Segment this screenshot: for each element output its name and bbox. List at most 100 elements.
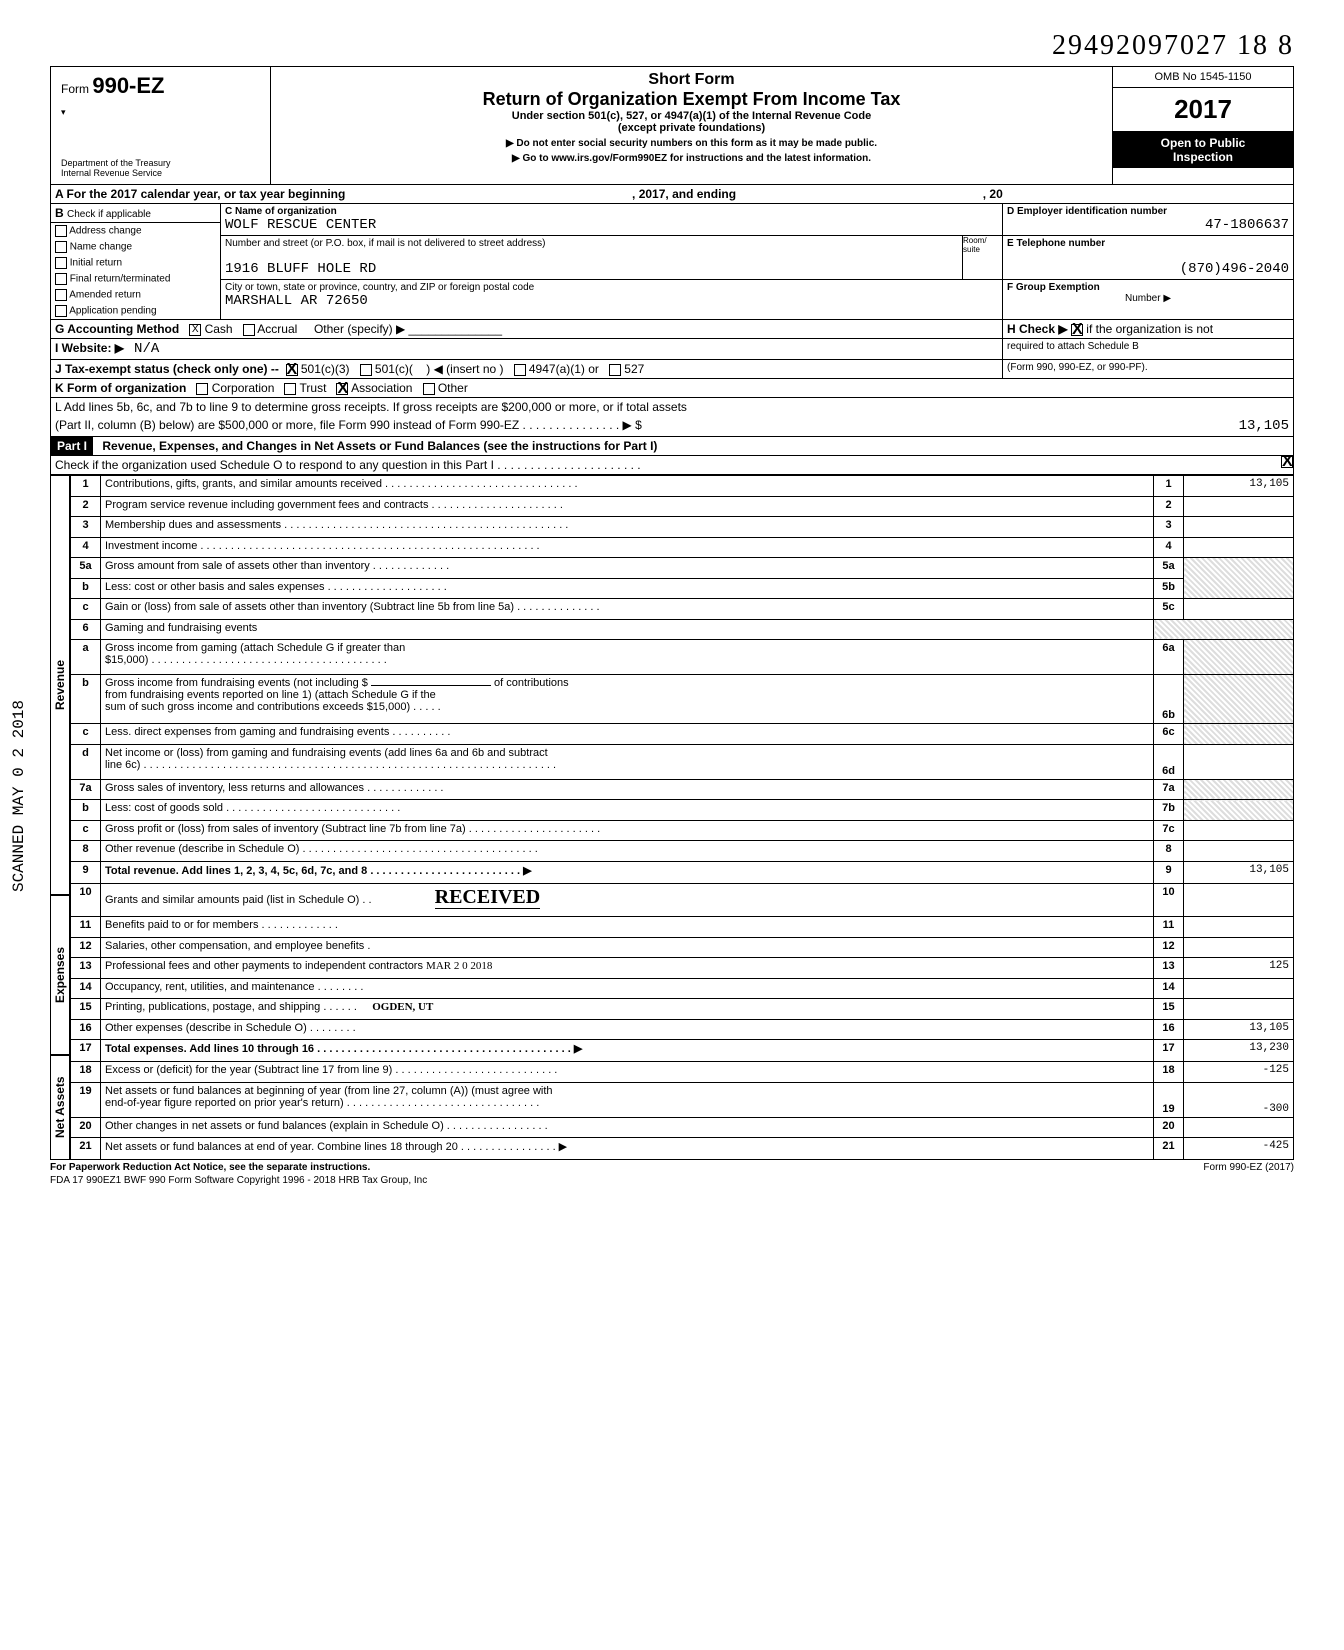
row-b-letter: B — [55, 206, 64, 220]
l3-txt: Membership dues and assessments . . . . … — [101, 517, 1154, 538]
lbl-other-org: Other — [438, 381, 468, 395]
chk-pending[interactable] — [55, 305, 67, 317]
dln-number: 29492097027 18 8 — [50, 30, 1294, 62]
omb-number: OMB No 1545-1150 — [1113, 67, 1293, 88]
l6b-txt: Gross income from fundraising events (no… — [105, 677, 368, 689]
l8-txt: Other revenue (describe in Schedule O) .… — [101, 841, 1154, 862]
l2-val — [1184, 496, 1294, 517]
chk-name-change[interactable] — [55, 241, 67, 253]
received-stamp: RECEIVED — [435, 886, 541, 909]
paperwork-notice: For Paperwork Reduction Act Notice, see … — [50, 1162, 370, 1173]
row-i: I Website: ▶ N/A required to attach Sche… — [50, 339, 1294, 360]
l3-val — [1184, 517, 1294, 538]
part1-check-row: Check if the organization used Schedule … — [50, 456, 1294, 475]
l6a-col: 6a — [1154, 640, 1184, 675]
l14-txt: Occupancy, rent, utilities, and maintena… — [101, 978, 1154, 999]
l17-val: 13,230 — [1184, 1040, 1294, 1062]
date-stamp: MAR 2 0 2018 — [426, 960, 492, 972]
part1-title: Revenue, Expenses, and Changes in Net As… — [96, 439, 657, 453]
l10-txt: Grants and similar amounts paid (list in… — [105, 894, 372, 906]
chk-amended[interactable] — [55, 289, 67, 301]
lbl-accrual: Accrual — [257, 322, 297, 336]
city-state-zip: MARSHALL AR 72650 — [225, 293, 998, 309]
short-form-label: Short Form — [279, 71, 1104, 89]
chk-initial-return[interactable] — [55, 257, 67, 269]
chk-assoc[interactable]: X — [336, 383, 348, 395]
l6a-txt: Gross income from gaming (attach Schedul… — [105, 642, 1149, 654]
chk-527[interactable] — [609, 364, 621, 376]
l7c-txt: Gross profit or (loss) from sales of inv… — [101, 820, 1154, 841]
l1-txt: Contributions, gifts, grants, and simila… — [101, 476, 1154, 497]
room-label: Room/ suite — [963, 236, 1002, 254]
row-k: K Form of organization Corporation Trust… — [50, 379, 1294, 398]
l9-txt: Total revenue. Add lines 1, 2, 3, 4, 5c,… — [105, 865, 532, 877]
ssn-note: ▶ Do not enter social security numbers o… — [279, 138, 1104, 149]
tax-year: 2017 — [1113, 88, 1293, 132]
row-h-rest: if the organization is not — [1086, 322, 1213, 336]
row-h-line3: (Form 990, 990-EZ, or 990-PF). — [1003, 360, 1293, 378]
chk-501c[interactable] — [360, 364, 372, 376]
row-gh: G Accounting Method X Cash Accrual Other… — [50, 320, 1294, 339]
l5b-col: 5b — [1154, 578, 1184, 599]
chk-501c3[interactable]: X — [286, 364, 298, 376]
chk-trust[interactable] — [284, 383, 296, 395]
city-label: City or town, state or province, country… — [225, 282, 998, 293]
l12-txt: Salaries, other compensation, and employ… — [101, 937, 1154, 958]
lbl-pending: Application pending — [69, 306, 156, 317]
row-f-label: F Group Exemption — [1007, 282, 1100, 293]
lbl-corp: Corporation — [212, 381, 275, 395]
chk-corp[interactable] — [196, 383, 208, 395]
l7b-txt: Less: cost of goods sold . . . . . . . .… — [101, 800, 1154, 821]
l6d-txt2: line 6c) . . . . . . . . . . . . . . . .… — [105, 759, 1149, 771]
chk-final-return[interactable] — [55, 273, 67, 285]
l6d-val — [1184, 744, 1294, 779]
l7b-col: 7b — [1154, 800, 1184, 821]
l21-txt: Net assets or fund balances at end of ye… — [101, 1138, 1154, 1160]
lbl-assoc: Association — [351, 381, 412, 395]
lbl-501c3: 501(c)(3) — [301, 362, 350, 376]
chk-accrual[interactable] — [243, 324, 255, 336]
l6c-col: 6c — [1154, 724, 1184, 745]
lbl-527: 527 — [624, 362, 644, 376]
row-h-line2: required to attach Schedule B — [1003, 339, 1293, 359]
part1-check-text: Check if the organization used Schedule … — [51, 456, 1281, 474]
chk-other-org[interactable] — [423, 383, 435, 395]
l7c-val — [1184, 820, 1294, 841]
lbl-cash: Cash — [205, 322, 233, 336]
l16-txt: Other expenses (describe in Schedule O) … — [101, 1019, 1154, 1040]
chk-sched-o[interactable]: X — [1281, 456, 1293, 468]
l6-txt: Gaming and fundraising events — [101, 619, 1154, 640]
lbl-initial-return: Initial return — [70, 258, 122, 269]
l6b-col: 6b — [1154, 674, 1184, 723]
chk-no-sched-b[interactable]: X — [1071, 324, 1083, 336]
part1-header: Part I Revenue, Expenses, and Changes in… — [50, 437, 1294, 456]
row-i-label: I Website: ▶ — [55, 341, 124, 355]
lbl-amended: Amended return — [69, 290, 141, 301]
l15-txt: Printing, publications, postage, and shi… — [105, 1001, 357, 1013]
l13-val: 125 — [1184, 958, 1294, 979]
row-d-label: D Employer identification number — [1007, 206, 1167, 217]
l18-txt: Excess or (deficit) for the year (Subtra… — [101, 1062, 1154, 1083]
row-e-label: E Telephone number — [1007, 238, 1105, 249]
l7a-txt: Gross sales of inventory, less returns a… — [101, 779, 1154, 800]
ein: 47-1806637 — [1007, 217, 1289, 233]
l21-val: -425 — [1184, 1138, 1294, 1160]
l4-txt: Investment income . . . . . . . . . . . … — [101, 537, 1154, 558]
side-expenses: Expenses — [50, 895, 70, 1055]
l16-val: 13,105 — [1184, 1019, 1294, 1040]
row-a-end: , 20 — [983, 187, 1003, 201]
side-revenue: Revenue — [50, 475, 70, 895]
chk-4947[interactable] — [514, 364, 526, 376]
chk-address-change[interactable] — [55, 225, 67, 237]
row-c-label: C Name of organization — [225, 206, 337, 217]
l18-val: -125 — [1184, 1062, 1294, 1083]
row-f-sub: Number ▶ — [1007, 293, 1289, 304]
part1-label: Part I — [51, 437, 93, 455]
l6b-txt4: sum of such gross income and contributio… — [105, 701, 1149, 713]
l19-txt: Net assets or fund balances at beginning… — [105, 1085, 1149, 1097]
form-version-right: Form 990-EZ (2017) — [1203, 1162, 1294, 1173]
chk-cash[interactable]: X — [189, 324, 201, 336]
row-l-text2: (Part II, column (B) below) are $500,000… — [55, 418, 642, 434]
part1-body: Revenue Expenses Net Assets 1Contributio… — [50, 475, 1294, 1160]
dept-line2: Internal Revenue Service — [61, 168, 260, 178]
